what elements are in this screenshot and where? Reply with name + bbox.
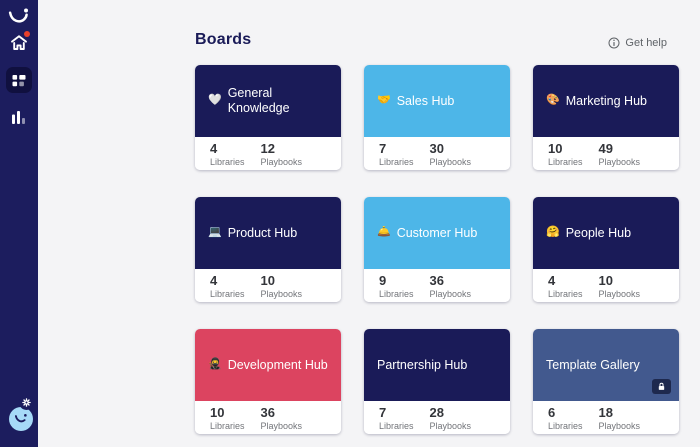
board-title: People Hub (565, 225, 632, 240)
board-card-development-hub[interactable]: 🥷 Development Hub 10 Libraries 36 Playbo… (195, 329, 341, 434)
board-card-people-hub[interactable]: 🤗 People Hub 4 Libraries 10 Playbooks (533, 197, 679, 302)
service-bell-emoji: 🛎️ (377, 226, 391, 239)
playbooks-stat: 10 Playbooks (260, 273, 303, 300)
libraries-stat: 4 Libraries (210, 273, 245, 300)
playbooks-stat: 12 Playbooks (260, 141, 303, 168)
board-card-stats: 9 Libraries 36 Playbooks (364, 269, 510, 302)
board-card-product-hub[interactable]: 💻 Product Hub 4 Libraries 10 Playbooks (195, 197, 341, 302)
get-help-label: Get help (625, 37, 667, 49)
board-card-header: 🛎️ Customer Hub (364, 197, 510, 269)
libraries-stat: 4 Libraries (548, 273, 583, 300)
board-title: Sales Hub (396, 93, 455, 108)
board-title: Marketing Hub (565, 93, 647, 108)
libraries-stat: 7 Libraries (379, 141, 414, 168)
board-title: Template Gallery (546, 357, 640, 372)
playbooks-stat: 18 Playbooks (598, 405, 641, 432)
libraries-stat: 7 Libraries (379, 405, 414, 432)
playbooks-stat: 36 Playbooks (429, 273, 472, 300)
lock-icon (652, 379, 671, 394)
board-card-stats: 10 Libraries 36 Playbooks (195, 401, 341, 434)
board-title: Customer Hub (396, 225, 478, 240)
playbooks-stat: 36 Playbooks (260, 405, 303, 432)
board-card-header: 🥷 Development Hub (195, 329, 341, 401)
get-help-button[interactable]: Get help (608, 37, 667, 49)
board-card-customer-hub[interactable]: 🛎️ Customer Hub 9 Libraries 36 Playbooks (364, 197, 510, 302)
playbooks-stat: 49 Playbooks (598, 141, 641, 168)
hugging-face-emoji: 🤗 (546, 226, 560, 239)
board-card-stats: 7 Libraries 28 Playbooks (364, 401, 510, 434)
reports-chart-nav-icon[interactable] (10, 108, 28, 126)
handshake-emoji: 🤝 (377, 94, 391, 107)
board-card-general-knowledge[interactable]: 🤍 General Knowledge 4 Libraries 12 Playb… (195, 65, 341, 170)
laptop-emoji: 💻 (208, 226, 222, 239)
board-title: Partnership Hub (377, 357, 468, 372)
playbooks-stat: 30 Playbooks (429, 141, 472, 168)
board-card-marketing-hub[interactable]: 🎨 Marketing Hub 10 Libraries 49 Playbook… (533, 65, 679, 170)
page-title: Boards (195, 31, 252, 48)
palette-emoji: 🎨 (546, 94, 560, 107)
board-card-template-gallery[interactable]: Template Gallery 6 Libraries 18 Playbook… (533, 329, 679, 434)
board-card-stats: 4 Libraries 10 Playbooks (195, 269, 341, 302)
board-card-header: 💻 Product Hub (195, 197, 341, 269)
board-card-sales-hub[interactable]: 🤝 Sales Hub 7 Libraries 30 Playbooks (364, 65, 510, 170)
playbooks-stat: 28 Playbooks (429, 405, 472, 432)
board-card-header: 🤍 General Knowledge (195, 65, 341, 137)
libraries-stat: 4 Libraries (210, 141, 245, 168)
notification-dot (24, 31, 30, 37)
ninja-emoji: 🥷 (208, 358, 222, 371)
info-icon (608, 37, 620, 49)
board-card-stats: 10 Libraries 49 Playbooks (533, 137, 679, 170)
white-heart-emoji: 🤍 (208, 94, 222, 107)
board-card-stats: 7 Libraries 30 Playbooks (364, 137, 510, 170)
board-card-header: Template Gallery (533, 329, 679, 401)
libraries-stat: 10 Libraries (210, 405, 245, 432)
board-card-header: 🎨 Marketing Hub (533, 65, 679, 137)
boards-nav-icon-active[interactable] (6, 67, 32, 93)
board-card-header: Partnership Hub (364, 329, 510, 401)
board-card-stats: 6 Libraries 18 Playbooks (533, 401, 679, 434)
board-card-header: 🤗 People Hub (533, 197, 679, 269)
sidebar (0, 0, 38, 447)
board-card-header: 🤝 Sales Hub (364, 65, 510, 137)
user-avatar[interactable] (9, 407, 33, 431)
playbooks-stat: 10 Playbooks (598, 273, 641, 300)
board-title: Development Hub (227, 357, 328, 372)
libraries-stat: 6 Libraries (548, 405, 583, 432)
board-title: Product Hub (227, 225, 298, 240)
board-card-partnership-hub[interactable]: Partnership Hub 7 Libraries 28 Playbooks (364, 329, 510, 434)
app-logo-icon[interactable] (7, 6, 30, 29)
board-card-stats: 4 Libraries 12 Playbooks (195, 137, 341, 170)
boards-grid: 🤍 General Knowledge 4 Libraries 12 Playb… (195, 65, 679, 434)
board-card-stats: 4 Libraries 10 Playbooks (533, 269, 679, 302)
home-nav-icon[interactable] (9, 33, 29, 53)
settings-gear-icon[interactable] (19, 395, 34, 410)
board-title: General Knowledge (227, 86, 290, 115)
libraries-stat: 10 Libraries (548, 141, 583, 168)
libraries-stat: 9 Libraries (379, 273, 414, 300)
